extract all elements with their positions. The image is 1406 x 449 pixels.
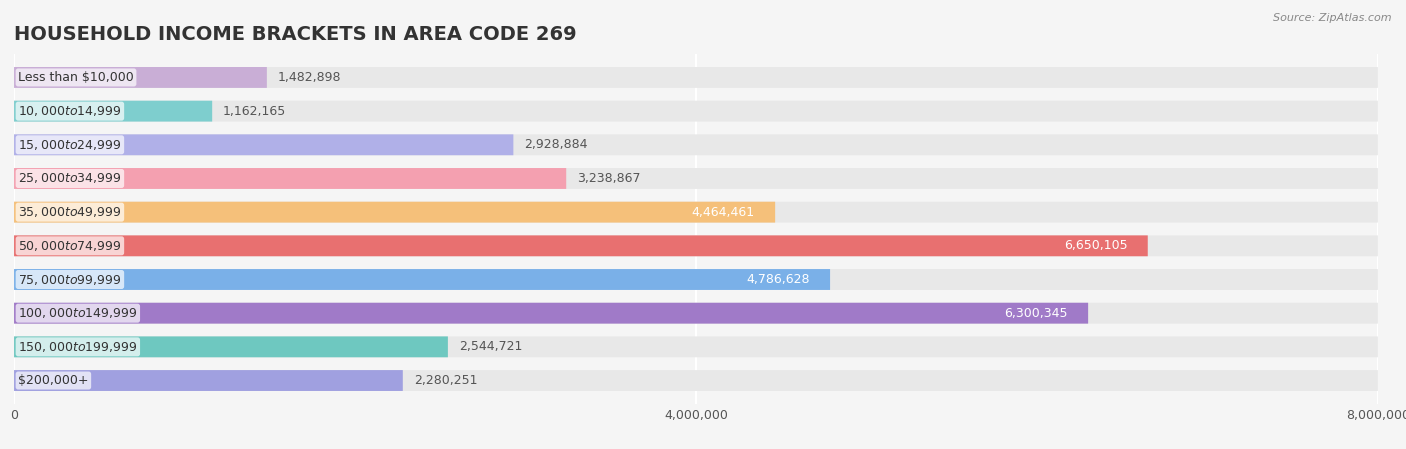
FancyBboxPatch shape [14,101,212,122]
Text: 4,464,461: 4,464,461 [692,206,755,219]
FancyBboxPatch shape [14,67,1378,88]
Text: $50,000 to $74,999: $50,000 to $74,999 [18,239,122,253]
FancyBboxPatch shape [14,370,402,391]
FancyBboxPatch shape [14,235,1147,256]
FancyBboxPatch shape [14,134,1378,155]
FancyBboxPatch shape [14,101,1378,122]
FancyBboxPatch shape [14,168,1378,189]
FancyBboxPatch shape [14,303,1088,324]
Text: $75,000 to $99,999: $75,000 to $99,999 [18,273,122,286]
FancyBboxPatch shape [14,336,1378,357]
Text: $10,000 to $14,999: $10,000 to $14,999 [18,104,122,118]
FancyBboxPatch shape [14,134,513,155]
FancyBboxPatch shape [14,269,830,290]
Text: 2,280,251: 2,280,251 [413,374,477,387]
Text: 1,162,165: 1,162,165 [224,105,287,118]
Text: $100,000 to $149,999: $100,000 to $149,999 [18,306,138,320]
Text: 6,650,105: 6,650,105 [1064,239,1128,252]
Text: 1,482,898: 1,482,898 [278,71,342,84]
FancyBboxPatch shape [14,269,1378,290]
Text: $35,000 to $49,999: $35,000 to $49,999 [18,205,122,219]
Text: HOUSEHOLD INCOME BRACKETS IN AREA CODE 269: HOUSEHOLD INCOME BRACKETS IN AREA CODE 2… [14,25,576,44]
Text: $15,000 to $24,999: $15,000 to $24,999 [18,138,122,152]
FancyBboxPatch shape [14,168,567,189]
Text: $200,000+: $200,000+ [18,374,89,387]
FancyBboxPatch shape [14,370,1378,391]
FancyBboxPatch shape [14,202,775,223]
Text: 3,238,867: 3,238,867 [576,172,641,185]
Text: 4,786,628: 4,786,628 [747,273,810,286]
Text: 2,544,721: 2,544,721 [458,340,522,353]
Text: 2,928,884: 2,928,884 [524,138,588,151]
FancyBboxPatch shape [14,67,267,88]
Text: Less than $10,000: Less than $10,000 [18,71,134,84]
Text: 6,300,345: 6,300,345 [1004,307,1067,320]
FancyBboxPatch shape [14,202,1378,223]
Text: Source: ZipAtlas.com: Source: ZipAtlas.com [1274,13,1392,23]
FancyBboxPatch shape [14,235,1378,256]
Text: $150,000 to $199,999: $150,000 to $199,999 [18,340,138,354]
Text: $25,000 to $34,999: $25,000 to $34,999 [18,172,122,185]
FancyBboxPatch shape [14,303,1378,324]
FancyBboxPatch shape [14,336,449,357]
